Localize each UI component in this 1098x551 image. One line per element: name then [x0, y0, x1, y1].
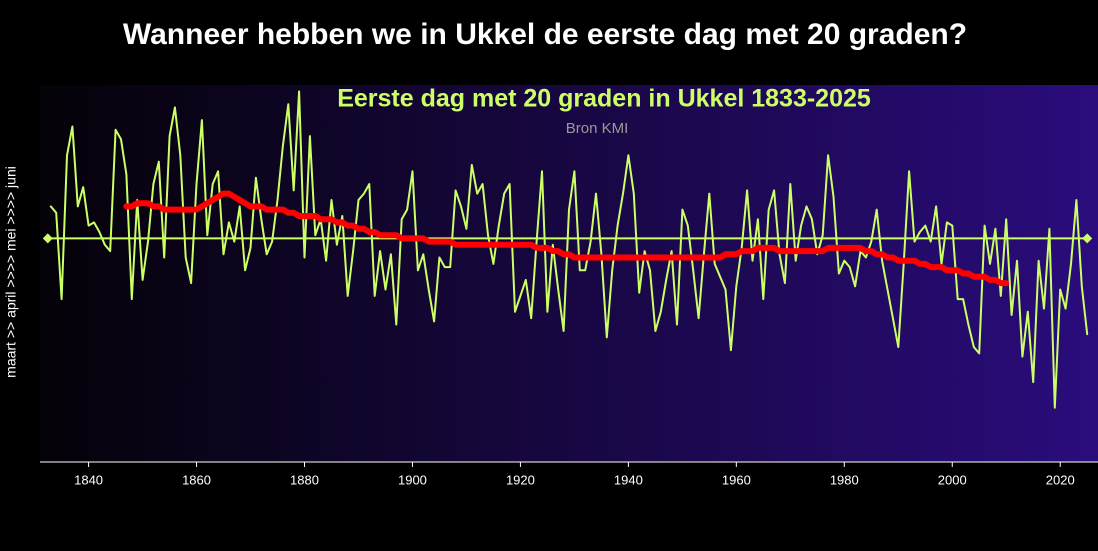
x-tick-label: 2020: [1046, 472, 1075, 487]
x-tick-label: 1960: [722, 472, 751, 487]
x-tick-label: 1860: [182, 472, 211, 487]
x-tick-label: 1920: [506, 472, 535, 487]
data-line: [49, 90, 1089, 409]
chart-title: Wanneer hebben we in Ukkel de eerste dag…: [123, 18, 967, 51]
source: Bron KMI: [566, 120, 629, 137]
chart-subtitle: Eerste dag met 20 graden in Ukkel 1833-2…: [337, 85, 871, 113]
x-tick-label: 1940: [614, 472, 643, 487]
x-tick-label: 1840: [74, 472, 103, 487]
reference-marker: [42, 233, 53, 244]
reference-marker: [1082, 233, 1093, 244]
plot-area: [40, 85, 1098, 462]
x-tick-label: 1980: [830, 472, 859, 487]
x-tick-label: 1880: [290, 472, 319, 487]
x-tick-label: 2000: [938, 472, 967, 487]
x-tick-label: 1900: [398, 472, 427, 487]
trend-line: [123, 190, 1010, 287]
y-axis-label: maart >> april >>>> mei >>>> juni: [3, 166, 19, 378]
